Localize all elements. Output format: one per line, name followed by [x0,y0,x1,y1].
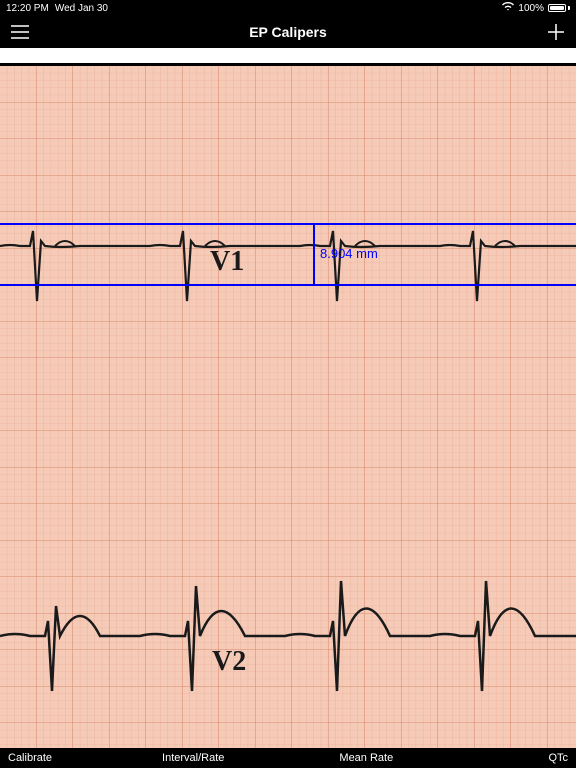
mean-rate-button[interactable]: Mean Rate [339,752,393,764]
nav-bar: EP Calipers [0,16,576,48]
ecg-image[interactable]: V1 V2 8.904 mm [0,66,576,748]
qtc-button[interactable]: QTc [548,752,568,764]
caliper-crossbar[interactable] [313,223,315,286]
lead-label-v2: V2 [212,646,246,678]
content-area[interactable]: V1 V2 8.904 mm [0,48,576,748]
battery-percent: 100% [518,3,544,14]
wifi-icon [502,2,514,14]
interval-rate-button[interactable]: Interval/Rate [162,752,224,764]
status-date: Wed Jan 30 [55,3,108,14]
ecg-grid [0,66,576,748]
caliper-bottom-line[interactable] [0,284,576,286]
status-bar: 12:20 PM Wed Jan 30 100% [0,0,576,16]
add-icon[interactable] [546,22,566,42]
caliper-top-line[interactable] [0,223,576,225]
status-time: 12:20 PM [6,3,49,14]
calibrate-button[interactable]: Calibrate [8,752,52,764]
menu-icon[interactable] [10,22,30,42]
lead-label-v1: V1 [210,246,244,278]
bottom-toolbar: Calibrate Interval/Rate Mean Rate QTc [0,748,576,768]
page-title: EP Calipers [249,24,327,40]
caliper-measurement: 8.904 mm [320,246,378,261]
battery-icon [548,4,570,12]
